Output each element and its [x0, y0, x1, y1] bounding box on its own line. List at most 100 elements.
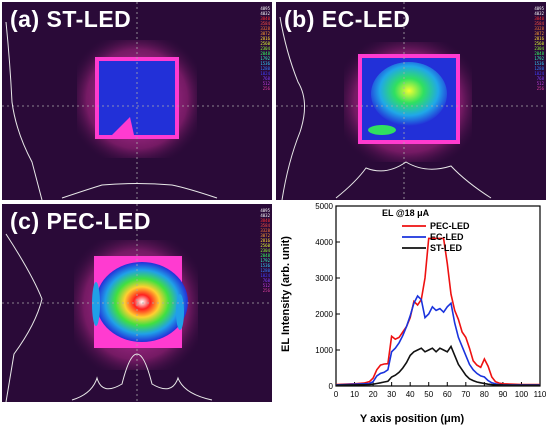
panel-c-label: (c) PEC-LED — [10, 208, 151, 234]
scale-label: 3840 — [260, 16, 270, 21]
x-tick-label: 80 — [480, 390, 489, 399]
panel-b-image — [276, 2, 546, 200]
panel-b-label: (b) EC-LED — [284, 6, 411, 32]
scale-label: 2560 — [260, 243, 270, 248]
y-tick-label: 2000 — [315, 310, 333, 319]
y-tick-label: 5000 — [315, 202, 333, 211]
scale-label: 1024 — [260, 273, 270, 278]
y-tick-label: 1000 — [315, 346, 333, 355]
scale-label: 2048 — [260, 253, 270, 258]
chart-annotation: EL @18 μA — [382, 208, 430, 218]
scale-label: 4095 — [260, 208, 270, 213]
scale-label: 3072 — [260, 233, 270, 238]
scale-label: 1024 — [534, 71, 544, 76]
scale-label: 768 — [262, 76, 270, 81]
scale-label: 3072 — [534, 31, 544, 36]
panel-c-left-edge — [92, 282, 100, 326]
scale-label: 2048 — [534, 51, 544, 56]
scale-label: 2816 — [260, 36, 270, 41]
panel-c-pec-led: (c) PEC-LED 4095 4032 3840 3584 3328 3072 2816… — [2, 204, 272, 402]
scale-label: 1792 — [260, 56, 270, 61]
scale-label: 3840 — [260, 218, 270, 223]
scale-label: 1280 — [260, 268, 270, 273]
scale-label: 768 — [262, 278, 270, 283]
series-line-ec-led — [335, 294, 540, 386]
scale-label: 3328 — [534, 26, 544, 31]
y-axis-label: EL Intensity (arb. unit) — [280, 236, 292, 352]
panel-a-st-led: (a) ST-LED 4095 4032 3840 3584 3328 3072 2816 2… — [2, 2, 272, 200]
scale-label: 3584 — [534, 21, 544, 26]
scale-label: 1536 — [534, 61, 544, 66]
scale-label: 256 — [536, 86, 544, 91]
scale-label: 4095 — [260, 6, 270, 11]
legend-label-ec-led: EC-LED — [430, 232, 464, 242]
x-tick-label: 20 — [369, 390, 378, 399]
panel-c-vertical-profile — [5, 233, 43, 402]
scale-label: 512 — [262, 283, 270, 288]
scale-label: 256 — [262, 86, 270, 91]
panel-b-horizontal-profile — [335, 161, 492, 199]
y-tick-label: 4000 — [315, 238, 333, 247]
scale-label: 1280 — [534, 66, 544, 71]
scale-label: 2304 — [260, 46, 270, 51]
panel-b-hotspot — [371, 62, 447, 126]
scale-label: 256 — [262, 288, 270, 293]
panel-c-image — [2, 204, 272, 402]
x-tick-label: 40 — [406, 390, 415, 399]
panel-c-hotspot — [96, 262, 188, 342]
scale-label: 1280 — [260, 66, 270, 71]
x-tick-label: 30 — [387, 390, 396, 399]
scale-label: 2304 — [534, 46, 544, 51]
scale-label: 2816 — [260, 238, 270, 243]
plot-frame — [335, 205, 541, 387]
scale-label: 512 — [262, 81, 270, 86]
x-tick-label: 70 — [461, 390, 470, 399]
x-tick-label: 110 — [534, 390, 546, 399]
scale-label: 4032 — [260, 213, 270, 218]
series-line-st-led — [335, 344, 540, 387]
panel-b-ec-led: (b) EC-LED 4095 4032 3840 3584 3328 3072 2816 2… — [276, 2, 546, 200]
x-axis-label: Y axis position (μm) — [360, 413, 465, 425]
y-tick-label: 0 — [329, 382, 334, 391]
scale-label: 768 — [536, 76, 544, 81]
x-tick-label: 10 — [350, 390, 359, 399]
x-tick-label: 0 — [334, 390, 339, 399]
x-tick-label: 60 — [443, 390, 452, 399]
panel-a-color-scale: 4095 4032 3840 3584 3328 3072 2816 2560 2304 2048… — [254, 6, 270, 91]
scale-label: 2560 — [534, 41, 544, 46]
panel-b-color-scale: 4095 4032 3840 3584 3328 3072 2816 2560 2304 2048… — [528, 6, 544, 91]
panel-a-label: (a) ST-LED — [10, 6, 132, 32]
panel-c-horizontal-profile — [71, 353, 213, 401]
panel-a-image — [2, 2, 272, 200]
scale-label: 2048 — [260, 51, 270, 56]
scale-label: 4032 — [534, 11, 544, 16]
scale-label: 1024 — [260, 71, 270, 76]
scale-label: 1792 — [260, 258, 270, 263]
legend-label-st-led: ST-LED — [430, 243, 463, 253]
series-line-pec-led — [335, 237, 540, 386]
scale-label: 3328 — [260, 26, 270, 31]
scale-label: 4095 — [534, 6, 544, 11]
x-tick-label: 50 — [424, 390, 433, 399]
el-intensity-chart: 0 10 20 30 40 50 60 70 80 90 100 110 0 1000 2000 3000 40… — [280, 202, 546, 425]
scale-label: 3840 — [534, 16, 544, 21]
panel-c-right-edge — [176, 294, 184, 330]
scale-label: 512 — [536, 81, 544, 86]
panel-b-edge-spot — [368, 125, 396, 135]
panel-a-horizontal-profile — [61, 183, 218, 199]
panel-a-vertical-profile — [5, 21, 43, 200]
scale-label: 2816 — [534, 36, 544, 41]
scale-label: 2304 — [260, 248, 270, 253]
scale-label: 3584 — [260, 223, 270, 228]
scale-label: 1536 — [260, 61, 270, 66]
legend-label-pec-led: PEC-LED — [430, 221, 470, 231]
scale-label: 1792 — [534, 56, 544, 61]
y-tick-label: 3000 — [315, 274, 333, 283]
scale-label: 1536 — [260, 263, 270, 268]
panel-b-vertical-profile — [279, 16, 305, 200]
scale-label: 2560 — [260, 41, 270, 46]
panel-a-notch — [112, 117, 134, 135]
scale-label: 3584 — [260, 21, 270, 26]
x-tick-label: 100 — [515, 390, 529, 399]
scale-label: 4032 — [260, 11, 270, 16]
